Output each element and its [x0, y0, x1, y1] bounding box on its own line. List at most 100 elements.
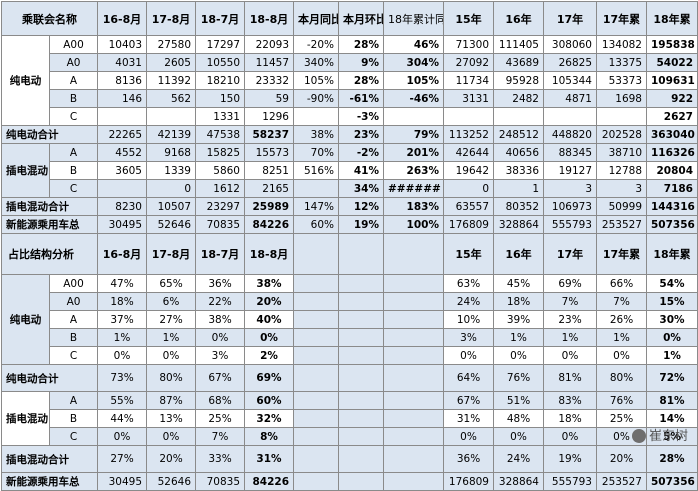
table-cell — [543, 107, 597, 126]
table-cell: 37% — [97, 310, 147, 329]
section2-title: 占比结构分析 — [1, 233, 98, 275]
empty-cell — [338, 328, 384, 347]
empty-cell — [293, 445, 339, 473]
empty-cell — [338, 391, 384, 410]
table-cell: 340% — [293, 53, 339, 72]
table-cell: 2627 — [646, 107, 698, 126]
table-cell: 81% — [543, 364, 597, 392]
table-cell: 363040 — [646, 125, 698, 144]
table-cell: 263% — [383, 161, 444, 180]
header-cell: 15年 — [443, 1, 494, 36]
table-cell: 23% — [543, 310, 597, 329]
table-row: B 1% 1% 0% 0% 3% 1% 1% 1% 0% — [2, 328, 698, 347]
table-cell: 12788 — [596, 161, 647, 180]
table-cell: -61% — [338, 89, 384, 108]
table-cell: 2482 — [493, 89, 544, 108]
table-cell: 0% — [195, 328, 245, 347]
table-cell: 0% — [543, 427, 597, 446]
empty-cell — [383, 310, 444, 329]
table-cell: 27580 — [146, 35, 196, 54]
table-row: A 8136 11392 18210 23332 105% 28% 105% 11734 9592… — [2, 71, 698, 90]
empty-cell — [338, 292, 384, 311]
table-cell: 69% — [244, 364, 294, 392]
table-cell: 44% — [97, 409, 147, 428]
table-cell: 71300 — [443, 35, 494, 54]
table-cell: 45% — [493, 274, 544, 293]
table-cell: 84226 — [244, 472, 294, 491]
header-row: 乘联会名称16-8月17-8月18-7月18-8月本月同比本月环比18年累计同比… — [1, 1, 698, 36]
table-cell: 144316 — [646, 197, 698, 216]
table-cell: 18% — [543, 409, 597, 428]
table-cell: 6% — [146, 292, 196, 311]
table-cell: 41% — [338, 161, 384, 180]
row-label: 插电混动合计 — [1, 197, 98, 216]
table-cell: 11392 — [146, 71, 196, 90]
empty-cell — [383, 274, 444, 293]
table-cell: 105% — [293, 71, 339, 90]
empty-cell — [383, 427, 444, 446]
row-label: B — [49, 409, 98, 428]
empty-cell — [338, 472, 384, 491]
table-cell — [293, 107, 339, 126]
table-cell: 13% — [146, 409, 196, 428]
table-cell: 34% — [338, 179, 384, 198]
table-cell: 19% — [338, 215, 384, 234]
table-cell: 63% — [443, 274, 494, 293]
header-cell: 18-7月 — [195, 233, 245, 275]
table-cell: 53373 — [596, 71, 647, 90]
header-cell: 18-8月 — [244, 233, 294, 275]
table-cell: 63557 — [443, 197, 494, 216]
table-cell: 19642 — [443, 161, 494, 180]
table-cell: 30% — [646, 310, 698, 329]
table-cell: 68% — [195, 391, 245, 410]
empty-cell — [293, 409, 339, 428]
empty-cell — [338, 364, 384, 392]
table-cell: 146 — [97, 89, 147, 108]
empty-cell — [293, 346, 339, 365]
watermark: 崔东树 — [631, 425, 688, 444]
row-label: 新能源乘用车总 — [1, 472, 98, 491]
table-cell: 109631 — [646, 71, 698, 90]
header-cell: 本月同比 — [293, 1, 339, 36]
empty-cell — [383, 472, 444, 491]
table-cell: 100% — [383, 215, 444, 234]
empty-cell — [383, 292, 444, 311]
table-cell: 19% — [543, 445, 597, 473]
table-cell: 507356 — [646, 215, 698, 234]
table-cell: -46% — [383, 89, 444, 108]
table-cell: 195838 — [646, 35, 698, 54]
table-cell: 36% — [443, 445, 494, 473]
table-cell: 80% — [146, 364, 196, 392]
table-cell — [493, 107, 544, 126]
table-cell: 66% — [596, 274, 647, 293]
table-cell: 0 — [146, 179, 196, 198]
table-cell: 43689 — [493, 53, 544, 72]
header-cell: 本月环比 — [338, 1, 384, 36]
table-cell: 176809 — [443, 472, 494, 491]
table-cell: 60% — [244, 391, 294, 410]
table-row: C 0% 0% 7% 8% 0% 0% 0% 0% 5% — [2, 427, 698, 446]
table-cell: 13375 — [596, 53, 647, 72]
table-cell: 76% — [596, 391, 647, 410]
row-label: B — [49, 89, 98, 108]
table-cell: 54022 — [646, 53, 698, 72]
table-cell — [146, 107, 196, 126]
empty-cell — [383, 364, 444, 392]
table-cell: 18% — [97, 292, 147, 311]
table-cell: 5860 — [195, 161, 245, 180]
table-row: 纯电动 A00 10403 27580 17297 22093 -20% 28% 46% 7130… — [1, 35, 698, 126]
table-cell: 555793 — [543, 472, 597, 491]
row-label: C — [49, 346, 98, 365]
group-label: 纯电动 — [1, 274, 50, 365]
table-cell: 8230 — [97, 197, 147, 216]
empty-cell — [383, 328, 444, 347]
row-label: A — [49, 71, 98, 90]
table-cell: 113252 — [443, 125, 494, 144]
header-cell: 16-8月 — [97, 1, 147, 36]
table-cell — [596, 107, 647, 126]
table-cell: 70% — [293, 143, 339, 162]
table-cell: 19127 — [543, 161, 597, 180]
header-cell: 17年累 — [596, 1, 647, 36]
header-cell: 18年累 — [646, 1, 698, 36]
empty-cell — [338, 346, 384, 365]
